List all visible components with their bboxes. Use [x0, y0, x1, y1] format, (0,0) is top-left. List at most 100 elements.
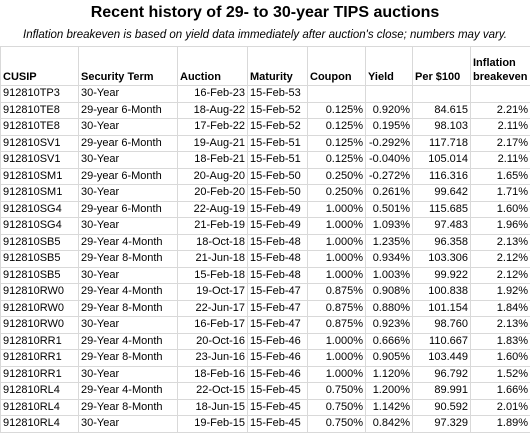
- table-cell: 1.120%: [365, 365, 413, 383]
- table-cell: 15-Feb-45: [247, 398, 308, 416]
- table-cell: 17-Feb-22: [177, 118, 248, 136]
- table-cell: 99.922: [412, 266, 471, 284]
- table-cell: 0.880%: [365, 299, 413, 317]
- table-cell: 2.01%: [470, 398, 530, 416]
- column-header: CUSIP: [0, 46, 79, 86]
- table-cell: 1.92%: [470, 283, 530, 301]
- table-cell: 912810RW0: [0, 316, 79, 334]
- table-cell: 1.000%: [307, 250, 366, 268]
- table-cell: 30-Year: [78, 365, 178, 383]
- table-cell: 15-Feb-48: [247, 233, 308, 251]
- table-row: 912810SM1 30-Year 20-Feb-20 15-Feb-50 0.250%…: [0, 184, 530, 202]
- table-cell: 100.838: [412, 283, 471, 301]
- table-cell: 23-Jun-16: [177, 349, 248, 367]
- table-cell: 1.093%: [365, 217, 413, 235]
- table-row: 912810SB5 29-Year 4-Month 18-Oct-18 15-Feb-…: [0, 233, 530, 251]
- table-cell: 15-Feb-49: [247, 200, 308, 218]
- table-cell: 2.12%: [470, 266, 530, 284]
- table-row: 912810RL4 29-Year 4-Month 22-Oct-15 15-Feb-…: [0, 382, 530, 400]
- table-cell: 1.000%: [307, 200, 366, 218]
- table-cell: 0.750%: [307, 398, 366, 416]
- table-row: 912810TP3 30-Year 16-Feb-23 15-Feb-53: [0, 85, 530, 103]
- table-cell: 0.920%: [365, 101, 413, 119]
- table-cell: 1.84%: [470, 299, 530, 317]
- table-cell: 20-Feb-20: [177, 184, 248, 202]
- table-cell: 1.71%: [470, 184, 530, 202]
- table-cell: 96.358: [412, 233, 471, 251]
- table-cell: 116.316: [412, 167, 471, 185]
- table-cell: 0.875%: [307, 299, 366, 317]
- table-cell: 0.125%: [307, 118, 366, 136]
- table-cell: 1.000%: [307, 349, 366, 367]
- column-header: Coupon: [307, 46, 366, 86]
- table-cell: 15-Feb-52: [247, 101, 308, 119]
- table-cell: 0.666%: [365, 332, 413, 350]
- table-row: 912810RW0 30-Year 16-Feb-17 15-Feb-47 0.875%…: [0, 316, 530, 334]
- table-cell: 2.12%: [470, 250, 530, 268]
- column-header: Yield: [365, 46, 413, 86]
- table-cell: 912810SB5: [0, 250, 79, 268]
- table-cell: 912810TE8: [0, 118, 79, 136]
- table-cell: 1.89%: [470, 415, 530, 433]
- table-cell: 0.125%: [307, 151, 366, 169]
- title: Recent history of 29- to 30-year TIPS au…: [90, 4, 440, 21]
- table-cell: 15-Feb-46: [247, 332, 308, 350]
- table-cell: 1.000%: [307, 266, 366, 284]
- table-cell: 90.592: [412, 398, 471, 416]
- table-cell: 29-Year 8-Month: [78, 250, 178, 268]
- table-row: 912810SB5 30-Year 15-Feb-18 15-Feb-48 1.000%…: [0, 266, 530, 284]
- table-cell: 19-Aug-21: [177, 134, 248, 152]
- table-row: 912810RL4 29-Year 8-Month 18-Jun-15 15-Feb-…: [0, 398, 530, 416]
- column-header: Inflation breakeven: [470, 46, 530, 86]
- table-cell: 22-Jun-17: [177, 299, 248, 317]
- table-cell: 15-Feb-51: [247, 151, 308, 169]
- table-cell: 103.306: [412, 250, 471, 268]
- table-cell: 30-Year: [78, 118, 178, 136]
- table-cell: 1.000%: [307, 233, 366, 251]
- table-cell: 19-Oct-17: [177, 283, 248, 301]
- table-row: 912810SV1 30-Year 18-Feb-21 15-Feb-51 0.125%…: [0, 151, 530, 169]
- table-cell: 29-Year 8-Month: [78, 299, 178, 317]
- table-cell: 30-Year: [78, 217, 178, 235]
- column-header: Security Term: [78, 46, 178, 86]
- table-cell: 912810TP3: [0, 85, 79, 103]
- table-cell: 84.615: [412, 101, 471, 119]
- table-cell: 18-Jun-15: [177, 398, 248, 416]
- table-cell: 15-Feb-52: [247, 118, 308, 136]
- table-cell: 2.11%: [470, 151, 530, 169]
- table-cell: 29-year 6-Month: [78, 200, 178, 218]
- table-cell: 0.875%: [307, 316, 366, 334]
- table-cell: 912810RR1: [0, 349, 79, 367]
- table-cell: 29-Year 4-Month: [78, 332, 178, 350]
- table-cell: 0.125%: [307, 101, 366, 119]
- table-cell: 29-Year 4-Month: [78, 233, 178, 251]
- table-cell: 1.96%: [470, 217, 530, 235]
- table-cell: [412, 85, 471, 103]
- table-cell: 89.991: [412, 382, 471, 400]
- table-cell: 15-Feb-49: [247, 217, 308, 235]
- table-cell: 2.11%: [470, 118, 530, 136]
- table-cell: -0.272%: [365, 167, 413, 185]
- table-cell: 18-Oct-18: [177, 233, 248, 251]
- table-cell: -0.040%: [365, 151, 413, 169]
- subtitle: Inflation breakeven is based on yield da…: [23, 29, 507, 41]
- table-cell: 0.125%: [307, 134, 366, 152]
- table-cell: 18-Feb-21: [177, 151, 248, 169]
- table-cell: 103.449: [412, 349, 471, 367]
- table-cell: 912810RW0: [0, 299, 79, 317]
- table-cell: 912810SV1: [0, 134, 79, 152]
- table-cell: 912810RR1: [0, 365, 79, 383]
- table-row: 912810SM1 29-year 6-Month 20-Aug-20 15-Feb-…: [0, 167, 530, 185]
- table-cell: 912810RL4: [0, 415, 79, 433]
- table-cell: 29-Year 8-Month: [78, 398, 178, 416]
- table-cell: 30-Year: [78, 85, 178, 103]
- table-row: 912810SG4 30-Year 21-Feb-19 15-Feb-49 1.000%…: [0, 217, 530, 235]
- table-cell: 0.750%: [307, 382, 366, 400]
- table-row: 912810RR1 30-Year 18-Feb-16 15-Feb-46 1.000%…: [0, 365, 530, 383]
- table-cell: 0.875%: [307, 283, 366, 301]
- table-cell: 1.235%: [365, 233, 413, 251]
- table-cell: 30-Year: [78, 151, 178, 169]
- table-cell: 15-Feb-53: [247, 85, 308, 103]
- table-cell: 1.000%: [307, 217, 366, 235]
